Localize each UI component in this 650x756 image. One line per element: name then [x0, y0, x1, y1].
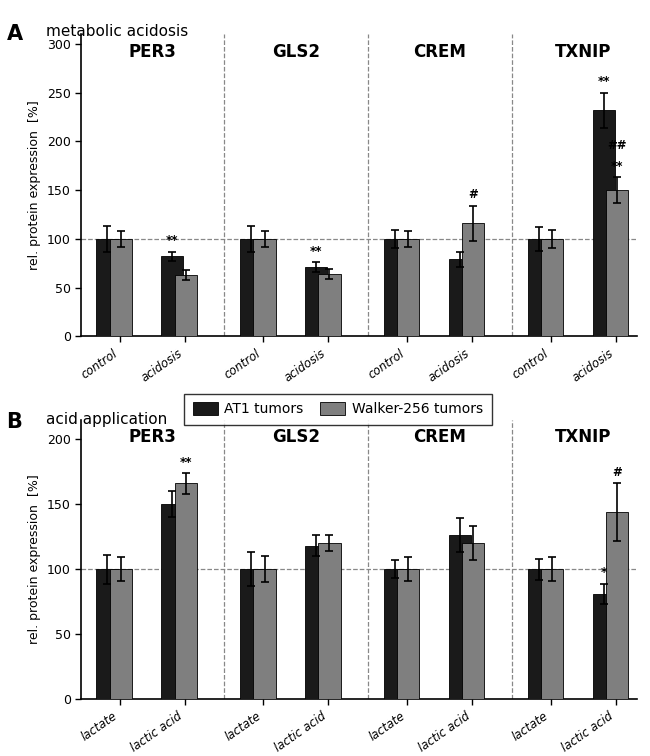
Bar [305, 267, 327, 336]
Text: PER3: PER3 [128, 428, 176, 446]
Bar [606, 190, 628, 336]
Bar [449, 535, 471, 699]
Bar [254, 569, 276, 699]
Legend: AT1 tumors, Walker-256 tumors: AT1 tumors, Walker-256 tumors [184, 394, 492, 425]
Bar [175, 483, 197, 699]
Bar [318, 543, 341, 699]
Bar [318, 274, 341, 336]
Text: **: ** [166, 234, 179, 247]
Bar [462, 223, 484, 336]
Bar [96, 239, 118, 336]
Bar [240, 569, 263, 699]
Bar [110, 569, 132, 699]
Text: GLS2: GLS2 [272, 428, 320, 446]
Bar [606, 512, 628, 699]
Text: PER3: PER3 [128, 43, 176, 61]
Text: A: A [6, 24, 23, 44]
Bar [384, 239, 406, 336]
Bar [397, 569, 419, 699]
Bar [384, 569, 406, 699]
Text: #: # [469, 188, 478, 201]
Text: **: ** [310, 245, 322, 258]
Text: **: ** [611, 160, 623, 173]
Text: #: # [612, 466, 622, 479]
Bar [593, 110, 615, 336]
Text: acid application: acid application [46, 412, 167, 427]
Text: CREM: CREM [413, 428, 466, 446]
Text: metabolic acidosis: metabolic acidosis [46, 24, 188, 39]
Bar [254, 239, 276, 336]
Bar [175, 275, 197, 336]
Y-axis label: rel. protein expression  [%]: rel. protein expression [%] [29, 101, 42, 270]
Bar [528, 239, 550, 336]
Bar [240, 239, 263, 336]
Bar [110, 239, 132, 336]
Bar [593, 594, 615, 699]
Bar [541, 239, 564, 336]
Bar [161, 504, 183, 699]
Text: TXNIP: TXNIP [555, 428, 612, 446]
Bar [528, 569, 550, 699]
Text: **: ** [597, 75, 610, 88]
Bar [96, 569, 118, 699]
Text: GLS2: GLS2 [272, 43, 320, 61]
Bar [305, 546, 327, 699]
Bar [462, 543, 484, 699]
Bar [541, 569, 564, 699]
Text: TXNIP: TXNIP [555, 43, 612, 61]
Bar [161, 256, 183, 336]
Text: **: ** [179, 456, 192, 469]
Text: CREM: CREM [413, 43, 466, 61]
Text: B: B [6, 412, 22, 432]
Bar [449, 259, 471, 336]
Y-axis label: rel. protein expression  [%]: rel. protein expression [%] [29, 475, 42, 644]
Text: *: * [601, 566, 607, 579]
Bar [397, 239, 419, 336]
Text: ##: ## [607, 138, 627, 152]
